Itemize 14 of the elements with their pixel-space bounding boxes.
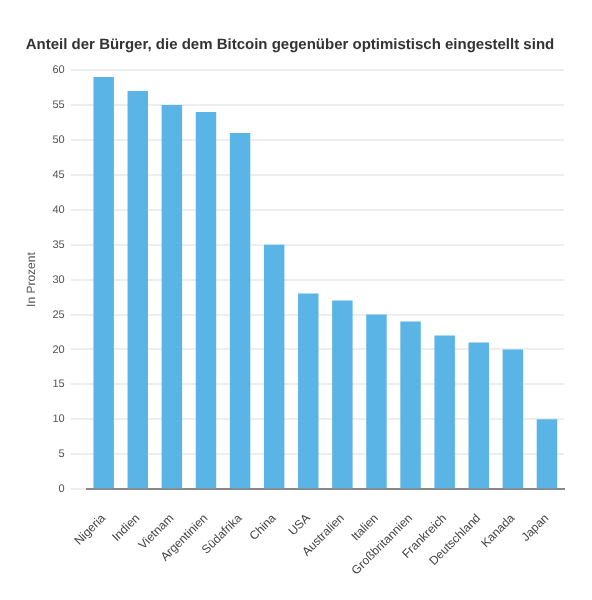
- bar: [127, 90, 149, 489]
- bar: [468, 342, 489, 489]
- bar: [161, 104, 183, 489]
- bar: [332, 300, 353, 489]
- bar: [434, 335, 455, 489]
- bar: [366, 314, 387, 489]
- bar: [263, 244, 285, 489]
- bar: [298, 293, 319, 489]
- bar: [400, 321, 421, 489]
- bar: [195, 111, 217, 489]
- bar: [93, 76, 114, 489]
- bar: [502, 349, 524, 489]
- bar: [536, 419, 558, 489]
- bar: [229, 132, 251, 489]
